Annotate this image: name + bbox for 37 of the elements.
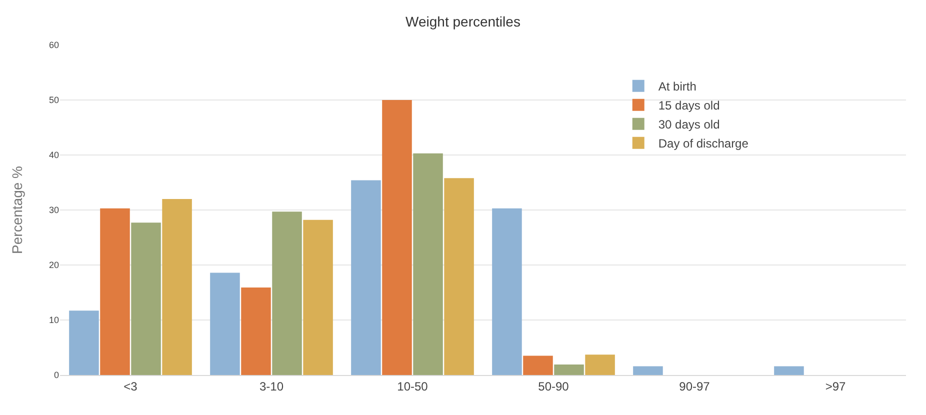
bar (69, 310, 99, 375)
x-tick-label: >97 (825, 379, 846, 394)
x-tick-label: <3 (124, 379, 138, 394)
legend-label: 30 days old (658, 118, 720, 132)
bar (444, 178, 474, 375)
x-tick-label: 10-50 (397, 379, 428, 394)
bar (382, 100, 412, 375)
y-tick-label: 20 (48, 260, 59, 270)
legend-label: At birth (658, 80, 696, 94)
bar (241, 288, 271, 375)
bar (413, 153, 443, 375)
y-axis-title: Percentage % (9, 166, 25, 254)
y-tick-label: 0 (54, 370, 59, 380)
bar (210, 272, 240, 375)
x-tick-label: 3-10 (259, 379, 284, 394)
chart-title: Weight percentiles (406, 13, 520, 30)
y-tick-label: 60 (48, 40, 59, 50)
bar (131, 222, 161, 375)
y-tick-label: 10 (48, 315, 59, 326)
bar (351, 180, 381, 375)
bar (162, 199, 192, 375)
y-tick-label: 30 (48, 205, 59, 216)
y-tick-label: 50 (48, 95, 59, 106)
x-tick-label: 90-97 (679, 379, 710, 394)
bar (523, 356, 553, 375)
bar (100, 208, 130, 375)
bar (272, 212, 302, 375)
legend-label: 15 days old (658, 98, 720, 113)
y-tick-label: 40 (48, 150, 59, 160)
bar (774, 366, 804, 375)
legend-label: Day of discharge (658, 136, 749, 151)
x-tick-label: 50-90 (538, 379, 570, 394)
bar (585, 354, 615, 375)
bar (303, 220, 333, 375)
bar (492, 208, 522, 375)
bar (633, 366, 663, 375)
bar (554, 364, 584, 375)
